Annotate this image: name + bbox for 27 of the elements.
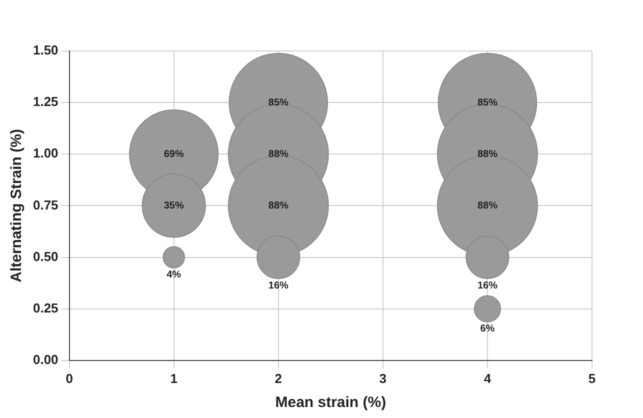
data-label: 88% [268, 200, 288, 212]
data-label: 88% [477, 148, 498, 160]
y-tick-label: 1.00 [32, 146, 58, 161]
y-tick-label: 0.75 [32, 197, 58, 212]
y-tick-label: 0.00 [32, 352, 58, 367]
x-tick-label: 0 [66, 370, 73, 386]
y-tick-label: 0.25 [32, 300, 58, 316]
x-tick-label: 5 [588, 370, 596, 386]
data-label: 85% [268, 97, 288, 108]
data-label: 16% [268, 280, 288, 292]
x-axis-title: Mean strain (%) [275, 394, 386, 412]
y-tick-label: 1.25 [32, 94, 58, 110]
x-tick-label: 4 [484, 370, 492, 386]
data-label: 16% [477, 280, 498, 292]
x-tick-label: 1 [170, 370, 178, 386]
x-tick-label: 3 [379, 370, 387, 386]
data-label: 35% [164, 200, 184, 212]
x-tick-label: 2 [274, 370, 282, 386]
y-tick-label: 0.50 [32, 248, 58, 264]
data-label: 88% [477, 200, 498, 212]
y-axis-title: Alternating Strain (%) [8, 129, 26, 282]
data-label: 4% [166, 270, 182, 281]
data-label: 69% [164, 148, 184, 160]
data-label: 6% [480, 324, 495, 335]
data-label: 85% [477, 97, 498, 108]
y-tick-label: 1.50 [32, 42, 58, 58]
data-label: 88% [268, 148, 288, 160]
